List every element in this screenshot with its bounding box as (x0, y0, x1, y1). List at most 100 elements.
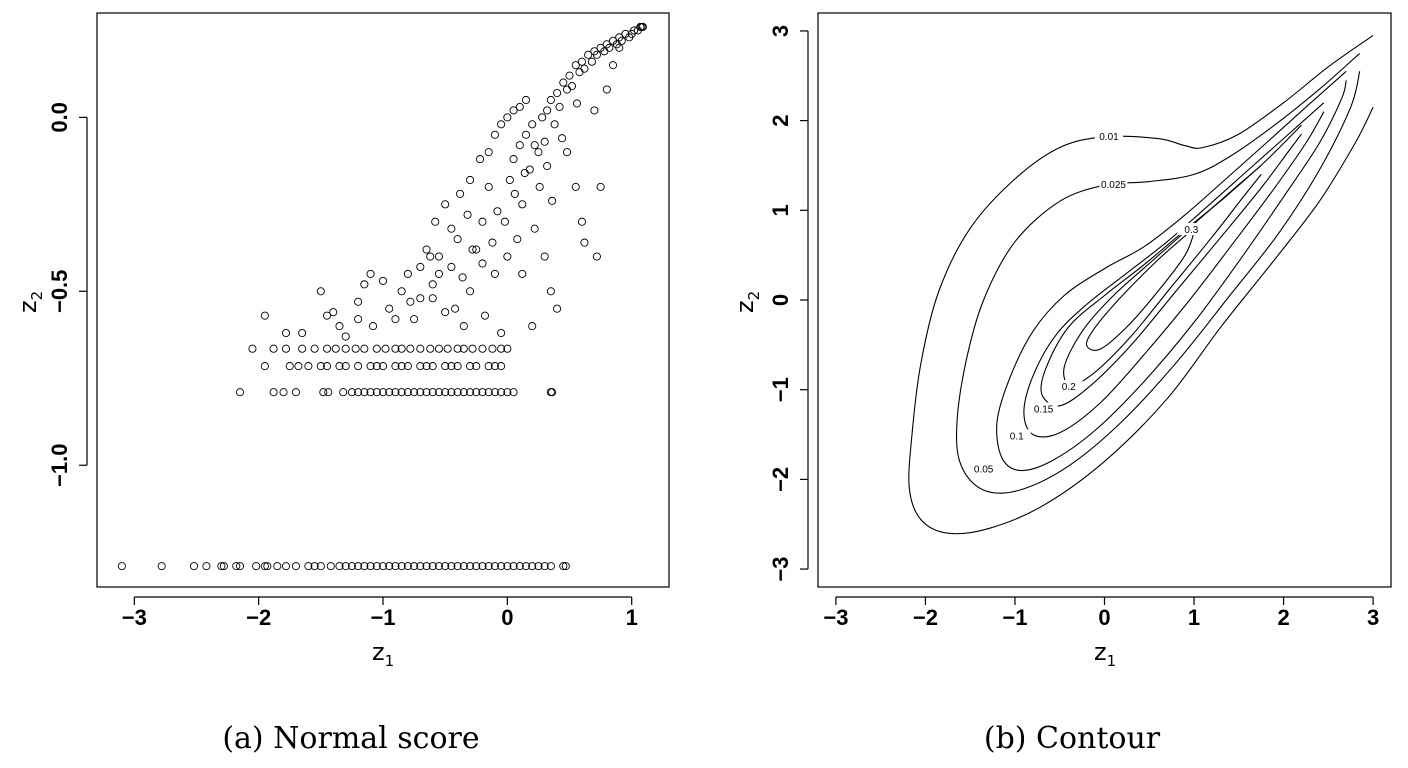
scatter-point (567, 82, 577, 91)
x-tick-label: 2 (1277, 605, 1289, 630)
scatter-point (540, 252, 549, 261)
scatter-point (562, 148, 572, 157)
contour-line-0.3 (1085, 227, 1195, 351)
scatter-point (490, 388, 499, 397)
scatter-point (572, 99, 582, 108)
scatter-point (472, 362, 481, 371)
scatter-point (397, 344, 406, 353)
scatter-point (341, 332, 350, 341)
scatter-point (447, 562, 456, 571)
scatter-point (269, 344, 278, 353)
scatter-point (571, 182, 580, 191)
scatter-point (217, 562, 226, 571)
y-tick-label: 0.0 (47, 102, 72, 133)
scatter-point (426, 252, 435, 261)
scatter-point (521, 562, 531, 571)
y-tick-label: 2 (768, 115, 793, 127)
scatter-point (546, 562, 555, 571)
scatter-point (235, 388, 245, 397)
scatter-point (416, 294, 425, 303)
scatter-point (478, 259, 487, 268)
scatter-point (509, 388, 518, 397)
scatter-point (360, 344, 369, 353)
scatter-point (397, 562, 406, 571)
scatter-point (378, 562, 388, 571)
y-tick-label: −1.0 (47, 444, 72, 487)
scatter-point (441, 562, 450, 571)
scatter-point (546, 95, 555, 105)
scatter-point (232, 562, 241, 571)
scatter-point (391, 315, 400, 324)
scatter-point (354, 562, 363, 571)
x-axis-b: −3 −2 −1 0 1 2 3 (823, 596, 1379, 630)
scatter-point (366, 269, 375, 278)
plot-frame-b (817, 12, 1392, 588)
scatter-point (528, 322, 537, 331)
scatter-point (540, 562, 549, 571)
scatter-point (465, 562, 475, 571)
scatter-point (546, 287, 555, 296)
x-axis-label-a: z1 (372, 638, 394, 670)
scatter-point (347, 388, 356, 397)
scatter-point (391, 344, 400, 353)
scatter-point (503, 562, 512, 571)
scatter-point (515, 562, 524, 571)
scatter-point (608, 61, 618, 70)
scatter-point (260, 362, 269, 371)
scatter-point (535, 182, 544, 191)
scatter-point (285, 362, 294, 371)
scatter-point (117, 562, 126, 571)
scatter-point (391, 388, 400, 397)
scatter-point (453, 235, 462, 244)
scatter-point (281, 562, 291, 571)
scatter-point (577, 57, 587, 66)
scatter-point (316, 287, 325, 296)
scatter-point (447, 224, 456, 233)
scatter-point (510, 189, 519, 198)
scatter-point (428, 388, 437, 397)
scatter-point (304, 362, 313, 371)
scatter-point (553, 88, 562, 98)
scatter-point (453, 562, 462, 571)
scatter-point (403, 362, 412, 371)
scatter-point (463, 210, 472, 219)
scatter-point (509, 106, 518, 115)
scatter-point (341, 362, 350, 371)
contour-label-bg (1002, 429, 1031, 442)
scatter-point (263, 562, 272, 571)
scatter-point (478, 344, 487, 353)
scatter-points (117, 22, 647, 571)
scatter-point (341, 344, 350, 353)
scatter-point (503, 344, 512, 353)
scatter-point (366, 562, 375, 571)
caption-a: (a) Normal score (222, 721, 479, 756)
scatter-point (416, 344, 425, 353)
scatter-point (304, 562, 313, 571)
scatter-point (403, 562, 412, 571)
scatter-point (329, 308, 338, 317)
scatter-point (347, 562, 356, 571)
x-tick-label: −2 (913, 605, 938, 630)
scatter-point (518, 269, 527, 278)
scatter-point (252, 562, 261, 571)
scatter-point (219, 562, 228, 571)
contour-label: 0.15 (1034, 404, 1054, 415)
scatter-point (416, 362, 425, 371)
scatter-point (530, 141, 539, 150)
scatter-point (354, 315, 363, 324)
scatter-point (428, 362, 437, 371)
scatter-point (602, 85, 611, 94)
scatter-point (434, 562, 444, 571)
scatter-point (322, 311, 332, 320)
scatter-point (447, 388, 456, 397)
scatter-point (397, 362, 406, 371)
scatter-point (497, 120, 506, 129)
contour-label-bg (1099, 178, 1128, 191)
scatter-point (434, 344, 444, 353)
scatter-point (372, 362, 381, 371)
scatter-point (335, 322, 344, 331)
scatter-point (189, 562, 199, 571)
scatter-point (416, 562, 425, 571)
x-tick-label: 0 (501, 605, 513, 630)
caption-b: (b) Contour (984, 721, 1161, 756)
